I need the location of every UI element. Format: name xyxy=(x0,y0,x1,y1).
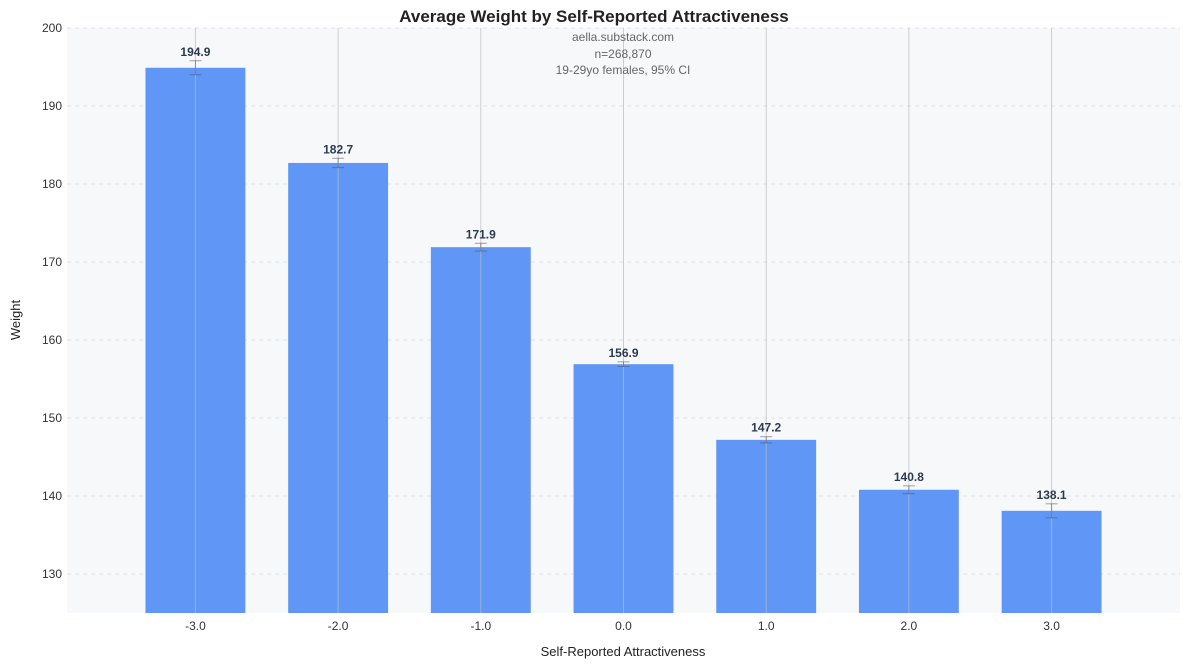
population-annotation: 19-29yo females, 95% CI xyxy=(556,63,691,77)
x-axis-label: Self-Reported Attractiveness xyxy=(541,644,706,659)
x-tick-labels: -3.0 -2.0 -1.0 0.0 1.0 2.0 3.0 xyxy=(185,619,1060,633)
y-tick-labels: 130 140 150 160 170 180 190 200 xyxy=(42,21,62,581)
x-tick-label: 1.0 xyxy=(758,619,775,633)
chart-title: Average Weight by Self-Reported Attracti… xyxy=(399,7,789,26)
value-label: 194.9 xyxy=(180,45,210,59)
y-tick-label: 140 xyxy=(42,489,62,503)
value-label: 171.9 xyxy=(466,227,496,241)
y-axis-label: Weight xyxy=(8,300,23,341)
value-labels: 194.9 182.7 171.9 156.9 147.2 140.8 138.1 xyxy=(180,45,1067,502)
x-tick-label: -1.0 xyxy=(470,619,491,633)
y-tick-label: 130 xyxy=(42,567,62,581)
y-tick-label: 200 xyxy=(42,21,62,35)
y-tick-label: 180 xyxy=(42,177,62,191)
error-bars xyxy=(189,60,1058,519)
value-label: 156.9 xyxy=(608,346,638,360)
y-tick-label: 190 xyxy=(42,99,62,113)
value-label: 182.7 xyxy=(323,142,353,156)
y-tick-label: 150 xyxy=(42,411,62,425)
x-tick-label: 0.0 xyxy=(615,619,632,633)
x-tick-label: -2.0 xyxy=(328,619,349,633)
y-tick-label: 160 xyxy=(42,333,62,347)
value-label: 138.1 xyxy=(1037,488,1067,502)
value-label: 147.2 xyxy=(751,421,781,435)
source-annotation: aella.substack.com xyxy=(572,30,674,44)
sample-size-annotation: n=268,870 xyxy=(594,47,651,61)
y-tick-label: 170 xyxy=(42,255,62,269)
x-tick-label: 2.0 xyxy=(901,619,918,633)
x-tick-label: -3.0 xyxy=(185,619,206,633)
x-tick-label: 3.0 xyxy=(1043,619,1060,633)
grid-lines xyxy=(67,27,1180,575)
value-label: 140.8 xyxy=(894,470,924,484)
